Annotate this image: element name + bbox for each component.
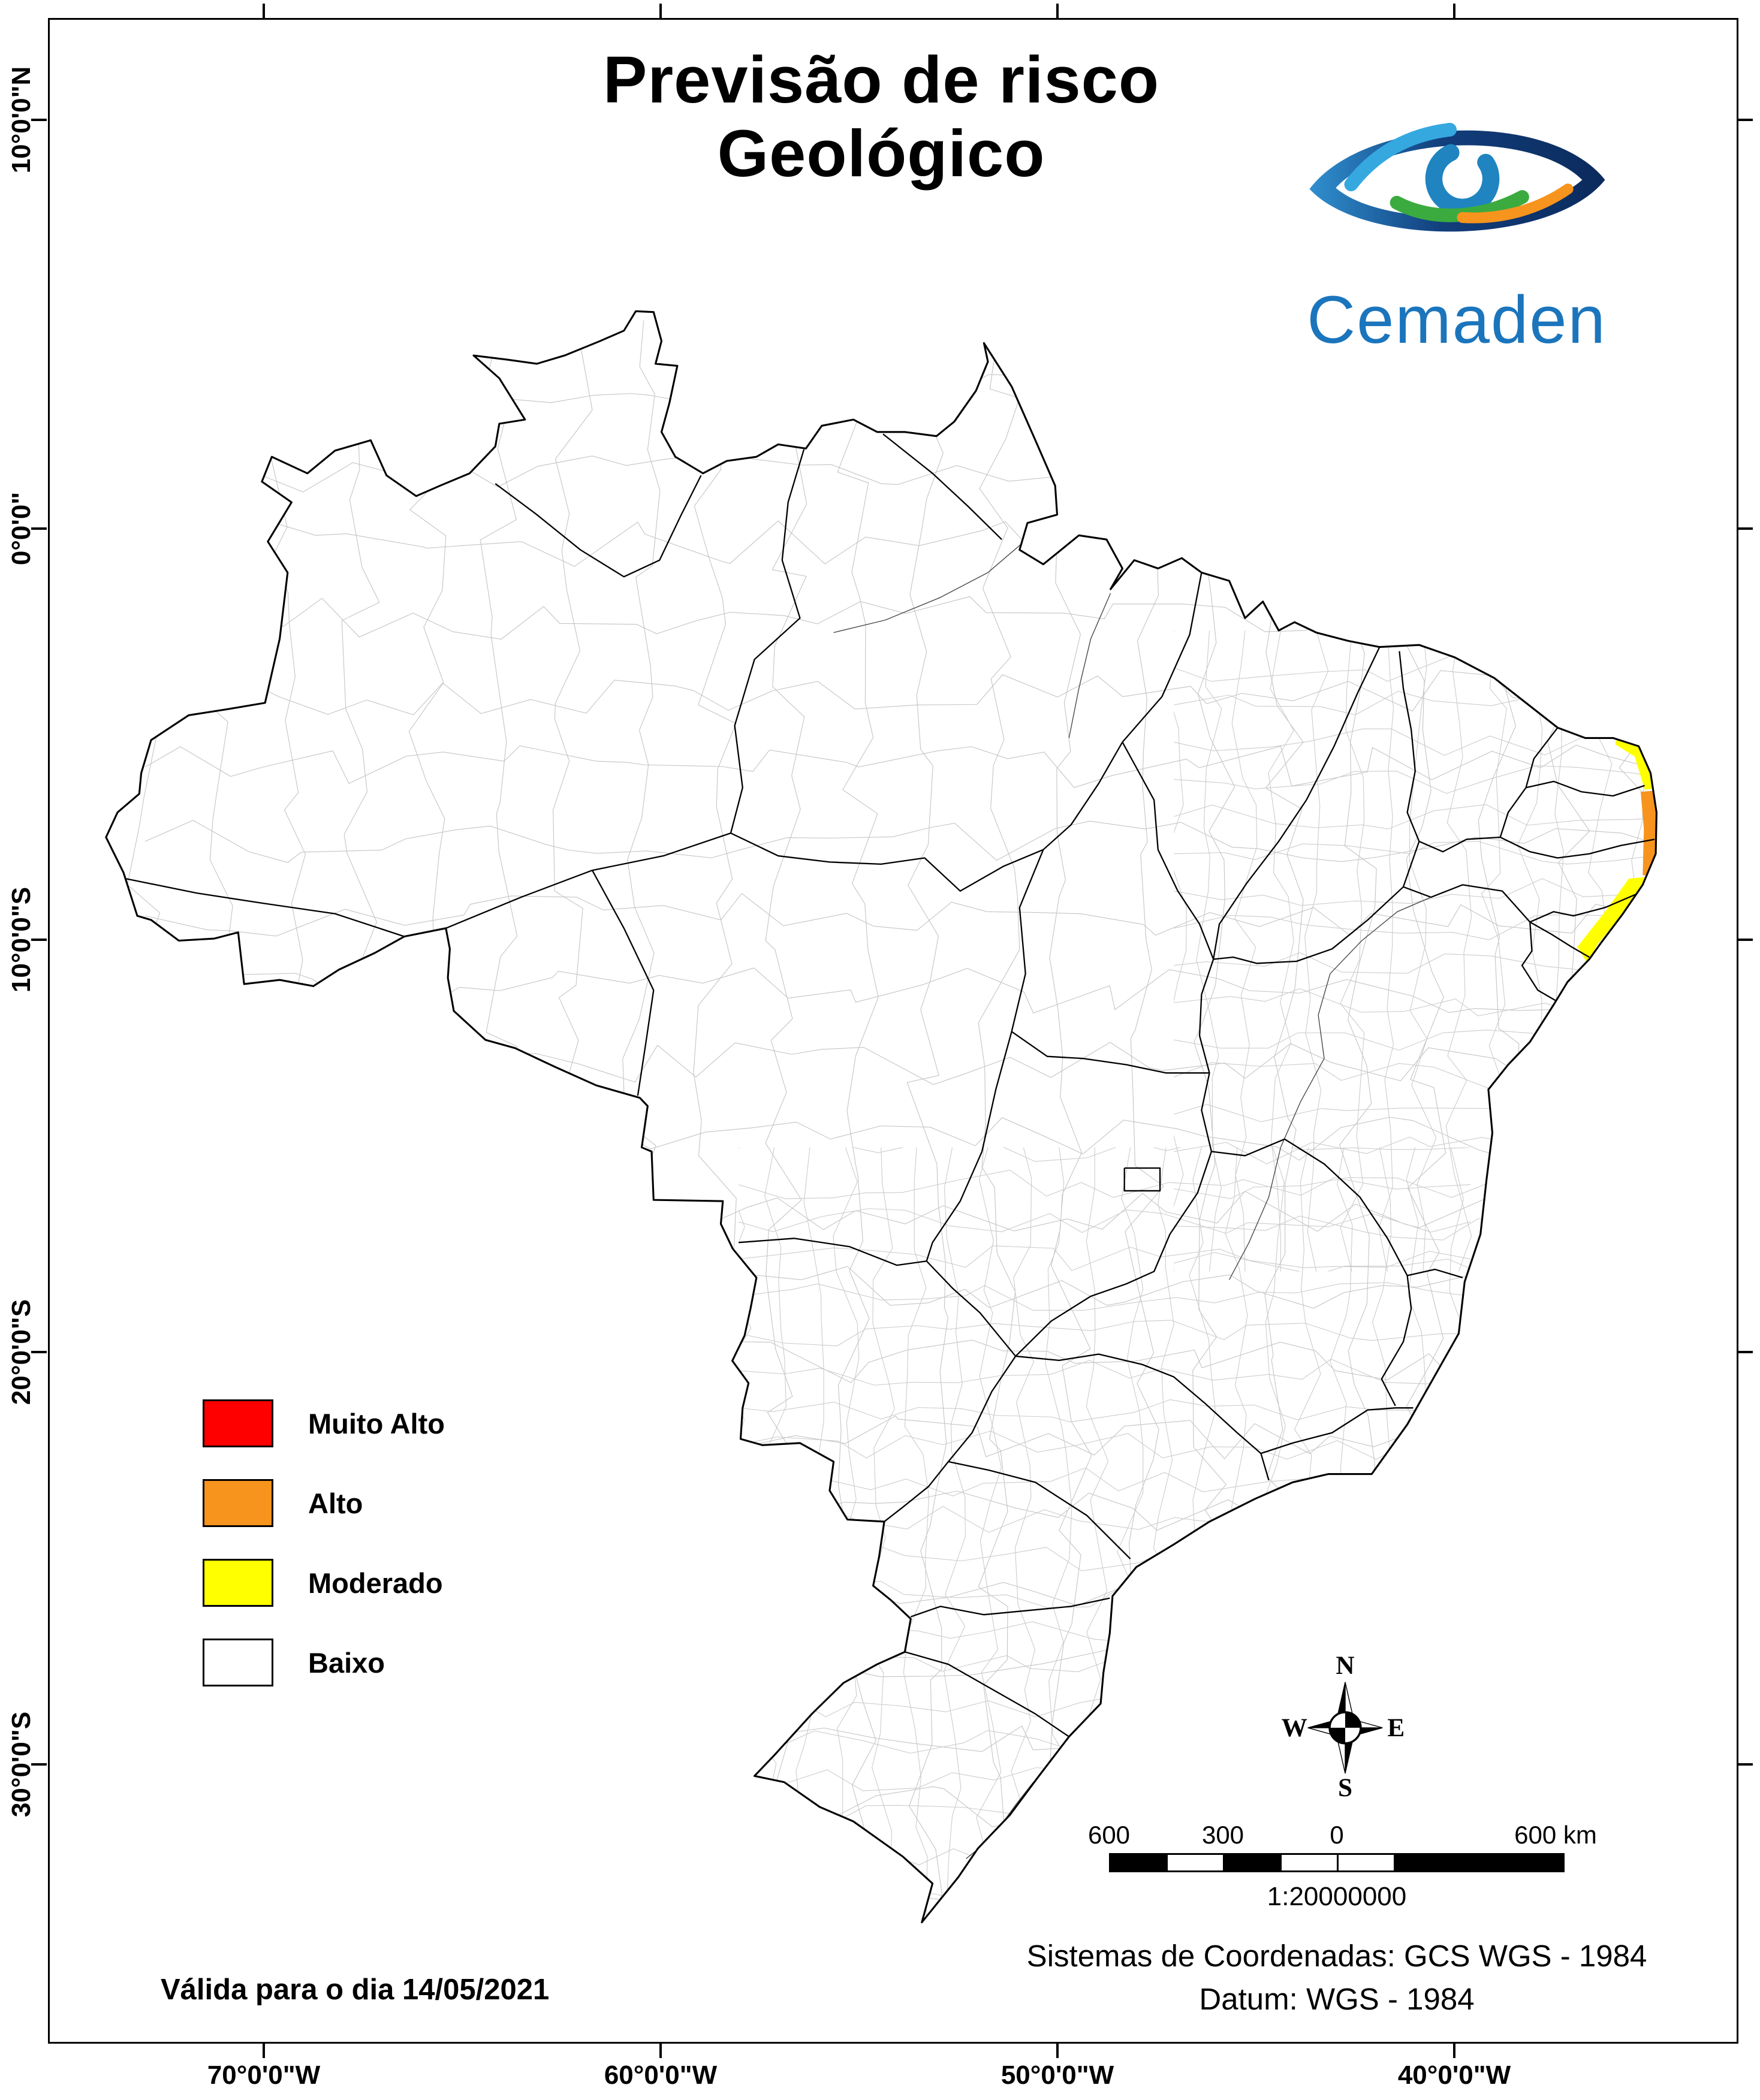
scale-label: 300: [1201, 1821, 1244, 1849]
datum-line: Datum: WGS - 1984: [1199, 1982, 1475, 2017]
cemaden-eye-icon: [1309, 122, 1605, 232]
legend-item-moderado: Moderado: [203, 1559, 445, 1607]
scale-label: 600: [1087, 1821, 1131, 1849]
graticule-label-lat: 0°0'0": [7, 491, 36, 566]
legend-label-muito-alto: Muito Alto: [308, 1407, 445, 1440]
graticule-tick: [31, 939, 47, 941]
page-title: Previsão de risco Geológico: [504, 43, 1259, 191]
graticule-tick: [659, 2042, 662, 2058]
graticule-tick: [1056, 4, 1059, 19]
legend-item-alto: Alto: [203, 1479, 445, 1527]
scale-label: 0: [1330, 1821, 1344, 1849]
graticule-label-lon: 40°0'0"W: [1397, 2060, 1511, 2090]
scale-bar-segment: [1396, 1855, 1563, 1870]
graticule-tick: [1453, 2042, 1455, 2058]
graticule-tick: [31, 119, 47, 121]
legend-swatch-muito-alto: [203, 1399, 273, 1447]
page-title-line2: Geológico: [717, 117, 1045, 191]
scale-bar-segment: [1111, 1855, 1168, 1870]
legend-item-baixo: Baixo: [203, 1639, 445, 1686]
graticule-tick: [1737, 119, 1753, 121]
graticule-label-lon: 70°0'0"W: [207, 2060, 321, 2090]
validity-note: Válida para o dia 14/05/2021: [161, 1974, 550, 2006]
scale-bar-segment: [1282, 1855, 1339, 1870]
scale-label: 600 km: [1514, 1821, 1597, 1849]
legend-swatch-baixo: [203, 1639, 273, 1686]
graticule-tick: [31, 1763, 47, 1766]
graticule-label-lat: 10°0'0"S: [7, 886, 36, 993]
legend-swatch-moderado: [203, 1559, 273, 1607]
graticule-tick: [1056, 2042, 1059, 2058]
coordinate-system-note: Sistemas de Coordenadas: GCS WGS - 1984 …: [959, 1935, 1714, 2021]
legend-swatch-alto: [203, 1479, 273, 1527]
graticule-tick: [659, 4, 662, 19]
graticule-tick: [1737, 527, 1753, 530]
cemaden-wordmark: Cemaden: [1307, 282, 1607, 357]
scale-bar-segment: [1168, 1855, 1225, 1870]
compass-e-label: E: [1387, 1713, 1405, 1742]
graticule-tick: [1737, 1763, 1753, 1766]
coordinate-system-line: Sistemas de Coordenadas: GCS WGS - 1984: [1026, 1939, 1647, 1973]
graticule-tick: [31, 1351, 47, 1353]
scale-bar-segment: [1339, 1855, 1396, 1870]
graticule-label-lat: 20°0'0"S: [7, 1299, 36, 1405]
graticule-tick: [1453, 4, 1455, 19]
map-frame: [48, 18, 1738, 2044]
scale-ratio: 1:20000000: [1267, 1882, 1407, 1911]
compass-w-label: W: [1282, 1713, 1307, 1742]
compass-n-label: N: [1336, 1651, 1354, 1680]
graticule-tick: [263, 2042, 265, 2058]
legend-label-moderado: Moderado: [308, 1567, 443, 1599]
cemaden-logo: Cemaden: [1289, 99, 1625, 358]
scale-bar: 600 300 0 600 km 1:20000000: [1087, 1821, 1597, 1917]
page-title-line1: Previsão de risco: [602, 43, 1160, 117]
legend-item-muito-alto: Muito Alto: [203, 1399, 445, 1447]
graticule-label-lon: 50°0'0"W: [1000, 2060, 1114, 2090]
compass-s-label: S: [1338, 1773, 1352, 1800]
legend-label-baixo: Baixo: [308, 1646, 385, 1679]
graticule-label-lat: 10°0'0"N: [7, 66, 36, 174]
scale-bar-segment: [1225, 1855, 1282, 1870]
graticule-tick: [263, 4, 265, 19]
graticule-tick: [31, 527, 47, 530]
graticule-tick: [1737, 1351, 1753, 1353]
risk-legend: Muito Alto Alto Moderado Baixo: [203, 1399, 445, 1718]
scale-bar-graphic: [1109, 1853, 1565, 1872]
compass-rose-icon: N S W E: [1282, 1651, 1405, 1800]
graticule-tick: [1737, 939, 1753, 941]
graticule-label-lon: 60°0'0"W: [604, 2060, 718, 2090]
brazil-map: [98, 300, 1680, 1954]
legend-label-alto: Alto: [308, 1487, 363, 1519]
graticule-label-lat: 30°0'0"S: [7, 1711, 36, 1818]
